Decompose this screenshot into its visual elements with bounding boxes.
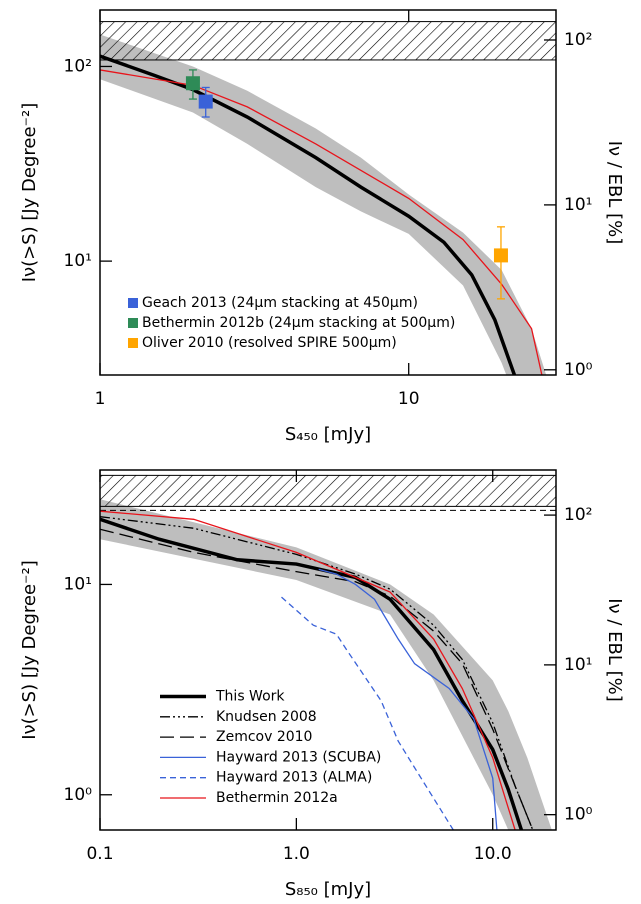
y2-tick-label: 10² (564, 30, 592, 50)
legend-label: Geach 2013 (24μm stacking at 450μm) (142, 295, 418, 311)
legend-label: This Work (215, 689, 285, 705)
legend-marker (128, 338, 138, 348)
x-tick-label: 0.1 (86, 844, 113, 864)
legend-label: Zemcov 2010 (216, 729, 312, 745)
x-tick-label: 10.0 (474, 844, 512, 864)
axes-frame (99, 469, 557, 831)
plot-area (100, 474, 556, 830)
y2-tick-label: 10² (564, 505, 592, 525)
x-axis-label: S₈₅₀ [mJy] (285, 879, 371, 900)
legend-label: Bethermin 2012a (216, 790, 338, 806)
x-axis-label: S₄₅₀ [mJy] (285, 424, 371, 445)
x-tick-label: 1 (95, 389, 106, 409)
series-line (100, 69, 543, 375)
series-line (100, 516, 534, 830)
series-line (100, 528, 534, 830)
series-line (318, 568, 498, 830)
y2-tick-label: 10⁰ (564, 360, 593, 380)
legend-marker (128, 298, 138, 308)
y-axis-label: Iν(>S) [Jy Degree⁻²] (19, 103, 40, 283)
y-tick-label: 10⁰ (64, 785, 93, 805)
legend-label: Oliver 2010 (resolved SPIRE 500μm) (142, 335, 397, 351)
y2-tick-label: 10⁰ (564, 805, 593, 825)
series-line (100, 54, 517, 375)
legend-label: Knudsen 2008 (216, 709, 317, 725)
axes-frame (99, 9, 557, 376)
series-line (281, 596, 454, 830)
y2-axis-label: Iν / EBL [%] (604, 141, 625, 245)
legend-label: Hayward 2013 (SCUBA) (216, 749, 381, 765)
y-tick-label: 10¹ (64, 251, 92, 271)
y2-axis-label: Iν / EBL [%] (604, 598, 625, 702)
data-point (493, 248, 508, 263)
y2-tick-label: 10¹ (564, 195, 592, 215)
legend-marker (128, 318, 138, 328)
x-tick-label: 10 (398, 389, 420, 409)
data-point (198, 94, 213, 109)
legend-label: Hayward 2013 (ALMA) (216, 770, 372, 786)
data-point (185, 76, 200, 91)
plot-area (100, 21, 556, 375)
series-line (100, 517, 524, 830)
ebl-hatched-region (100, 474, 556, 507)
legend-label: Bethermin 2012b (24μm stacking at 500μm) (142, 315, 455, 331)
series-line (100, 510, 516, 830)
x-tick-label: 1.0 (283, 844, 310, 864)
y-axis-label: Iν(>S) [Jy Degree⁻²] (19, 560, 40, 740)
y-tick-label: 10² (64, 56, 92, 76)
uncertainty-band (100, 34, 547, 375)
ebl-hatched-region (100, 21, 556, 61)
y2-tick-label: 10¹ (564, 655, 592, 675)
y-tick-label: 10¹ (64, 574, 92, 594)
